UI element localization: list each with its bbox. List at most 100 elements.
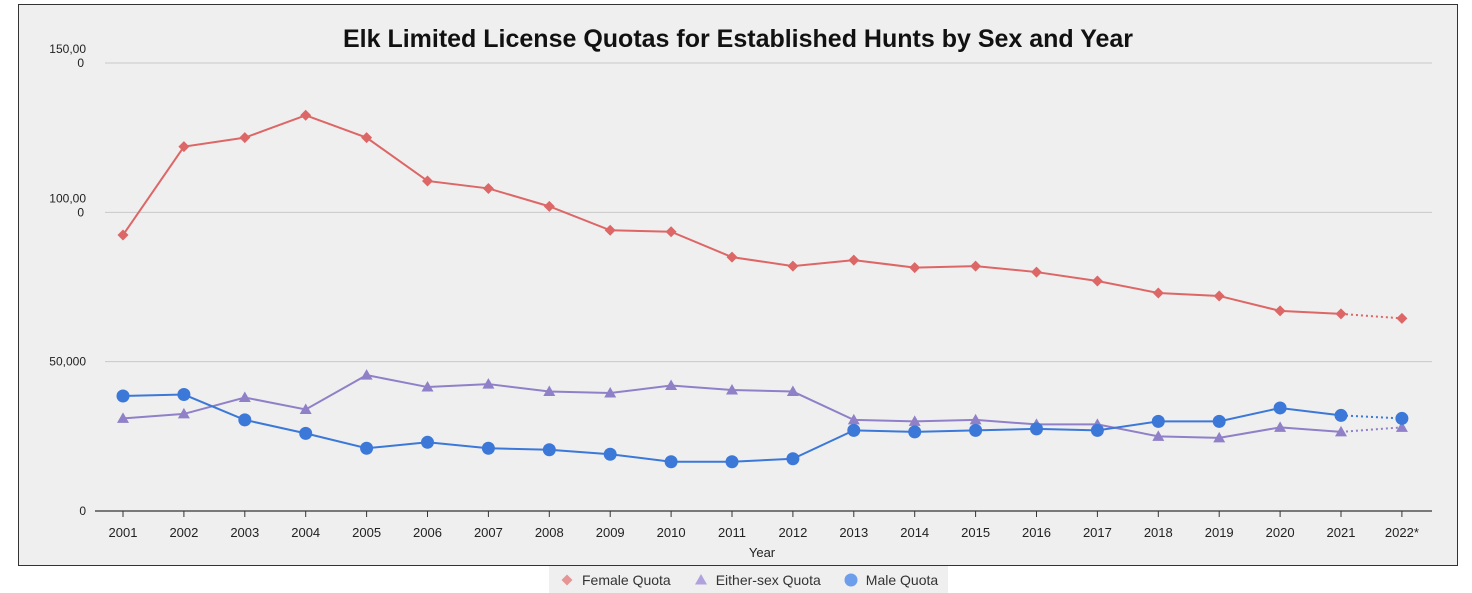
diamond-icon (561, 574, 573, 585)
female-quota-line (122, 114, 1342, 315)
male-quota-series (116, 388, 1409, 469)
female-quota-point (909, 262, 921, 274)
female-quota-point (726, 251, 738, 263)
x-tick-label: 2005 (352, 525, 381, 540)
y-tick-label: 100,00 0 (49, 191, 86, 219)
male-quota-point (116, 389, 130, 403)
either-sex-quota-point (543, 385, 556, 397)
male-quota-point (1030, 422, 1043, 436)
chart-title: Elk Limited License Quotas for Establish… (343, 25, 1133, 53)
male-quota-point (421, 435, 434, 449)
x-tick-label: 2021 (1327, 525, 1356, 540)
x-tick-label: 2018 (1144, 525, 1173, 540)
x-tick-label: 2017 (1083, 525, 1112, 540)
legend-item-male-quota: Male Quota (843, 572, 938, 588)
legend-label: Either-sex Quota (715, 571, 821, 588)
either-sex-quota-point (1335, 425, 1347, 437)
male-quota-point (481, 441, 495, 455)
either-sex-quota-point (238, 391, 251, 403)
x-tick-label: 2020 (1266, 525, 1295, 540)
x-tick-label: 2008 (535, 525, 564, 540)
x-tick-label: 2009 (596, 525, 625, 540)
female-quota-point (543, 200, 555, 212)
x-tick-label: 2022* (1385, 525, 1419, 540)
y-tick-label: 0 (79, 504, 86, 518)
either-sex-quota-point (665, 379, 678, 391)
female-quota-point (422, 175, 433, 187)
female-quota-point (787, 260, 799, 272)
x-tick-label: 2010 (657, 525, 686, 540)
x-tick-label: 2004 (291, 525, 320, 540)
x-tick-label: 2016 (1022, 525, 1051, 540)
female-quota-point (1213, 290, 1225, 302)
x-tick-label: 2015 (961, 525, 990, 540)
either-sex-quota-point (1395, 421, 1408, 432)
male-quota-point (1090, 423, 1104, 437)
either-sex-quota-point (786, 385, 799, 397)
either-sex-quota-point (1213, 431, 1226, 443)
chart-frame (18, 4, 1458, 566)
male-quota-projection-line (1340, 414, 1402, 420)
male-quota-point (1212, 414, 1226, 428)
female-quota-point (1152, 287, 1164, 299)
male-quota-point (969, 423, 983, 437)
male-quota-point (847, 423, 861, 437)
male-quota-point (238, 413, 252, 427)
either-sex-quota-series (117, 369, 1408, 443)
female-quota-point (1274, 305, 1286, 317)
circle-icon (844, 573, 858, 586)
y-tick-label: 150,00 0 (49, 42, 86, 70)
male-quota-point (1151, 414, 1165, 428)
triangle-icon (694, 573, 707, 584)
either-sex-quota-point (1274, 421, 1287, 432)
y-tick-label-line: 50,000 (49, 355, 86, 369)
x-tick-label: 2012 (778, 525, 807, 540)
male-quota-point (725, 455, 739, 469)
either-sex-quota-point (177, 407, 190, 419)
gridlines (105, 62, 1432, 363)
male-quota-point (1273, 401, 1287, 415)
either-sex-quota-point (421, 381, 434, 392)
x-axis: 2001 2002 2003 2004 2005 2006 2007 2008 2009 2010… (95, 510, 1432, 540)
female-quota-point (970, 260, 982, 272)
either-sex-quota-projection-line (1340, 426, 1402, 433)
y-tick-label-line: 0 (77, 205, 84, 219)
female-quota-point (178, 141, 190, 153)
male-quota-point (664, 455, 678, 469)
female-quota-point (1396, 312, 1408, 324)
legend-item-either-sex-quota: Either-sex Quota (693, 572, 821, 588)
male-quota-point (1334, 408, 1348, 422)
female-quota-point (1031, 266, 1042, 278)
female-quota-point (1335, 308, 1347, 320)
legend-marker (694, 573, 707, 584)
y-tick-label-line: 100,00 (49, 191, 86, 205)
either-sex-quota-point (908, 415, 921, 426)
male-quota-point (177, 388, 191, 402)
x-tick-label: 2007 (474, 525, 503, 540)
legend-label: Female Quota (582, 571, 671, 588)
either-sex-quota-point (299, 403, 312, 414)
male-quota-point (603, 447, 617, 461)
legend-marker (844, 573, 858, 586)
male-quota-point (360, 441, 374, 455)
female-quota-point (1091, 275, 1103, 287)
x-tick-label: 2002 (169, 525, 198, 540)
x-tick-label: 2001 (109, 525, 138, 540)
either-sex-quota-point (482, 378, 495, 389)
female-quota-point (848, 254, 860, 266)
x-tick-label: 2014 (900, 525, 929, 540)
x-tick-label: 2013 (839, 525, 868, 540)
x-tick-label: 2006 (413, 525, 442, 540)
male-quota-point (1395, 411, 1409, 425)
y-tick-label-line: 150,00 (49, 42, 86, 56)
female-quota-point (604, 224, 616, 236)
female-quota-point (482, 182, 494, 194)
either-sex-quota-point (604, 387, 617, 398)
either-sex-quota-point (726, 384, 738, 395)
either-sex-quota-point (1152, 430, 1165, 441)
x-tick-label: 2003 (230, 525, 259, 540)
female-quota-series (117, 109, 1408, 324)
y-tick-label-line: 0 (77, 56, 84, 70)
